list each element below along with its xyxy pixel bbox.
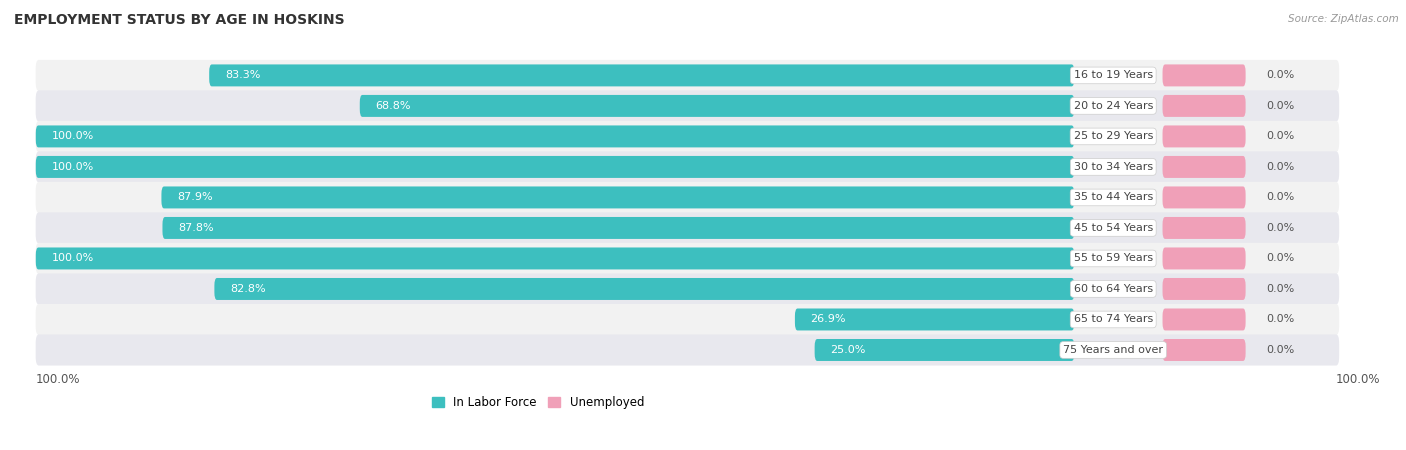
FancyBboxPatch shape <box>360 95 1074 117</box>
FancyBboxPatch shape <box>35 156 1074 178</box>
FancyBboxPatch shape <box>1163 248 1246 270</box>
Text: 55 to 59 Years: 55 to 59 Years <box>1074 253 1153 263</box>
Text: 25 to 29 Years: 25 to 29 Years <box>1074 131 1153 141</box>
Text: EMPLOYMENT STATUS BY AGE IN HOSKINS: EMPLOYMENT STATUS BY AGE IN HOSKINS <box>14 14 344 27</box>
Text: 16 to 19 Years: 16 to 19 Years <box>1074 70 1153 81</box>
FancyBboxPatch shape <box>35 248 1074 270</box>
Text: 100.0%: 100.0% <box>52 162 94 172</box>
FancyBboxPatch shape <box>35 90 1339 122</box>
Text: 0.0%: 0.0% <box>1267 162 1295 172</box>
Text: 0.0%: 0.0% <box>1267 101 1295 111</box>
FancyBboxPatch shape <box>35 60 1339 91</box>
FancyBboxPatch shape <box>35 126 1074 148</box>
Text: 45 to 54 Years: 45 to 54 Years <box>1074 223 1153 233</box>
Text: Source: ZipAtlas.com: Source: ZipAtlas.com <box>1288 14 1399 23</box>
Text: 0.0%: 0.0% <box>1267 315 1295 324</box>
Text: 26.9%: 26.9% <box>810 315 846 324</box>
FancyBboxPatch shape <box>35 334 1339 365</box>
FancyBboxPatch shape <box>209 64 1074 86</box>
FancyBboxPatch shape <box>35 182 1339 213</box>
Text: 0.0%: 0.0% <box>1267 131 1295 141</box>
FancyBboxPatch shape <box>35 304 1339 335</box>
FancyBboxPatch shape <box>162 186 1074 208</box>
Text: 0.0%: 0.0% <box>1267 193 1295 202</box>
FancyBboxPatch shape <box>1163 126 1246 148</box>
FancyBboxPatch shape <box>35 151 1339 183</box>
FancyBboxPatch shape <box>214 278 1074 300</box>
Legend: In Labor Force, Unemployed: In Labor Force, Unemployed <box>427 392 648 414</box>
Text: 25.0%: 25.0% <box>830 345 866 355</box>
Text: 87.9%: 87.9% <box>177 193 212 202</box>
FancyBboxPatch shape <box>35 274 1339 305</box>
Text: 0.0%: 0.0% <box>1267 284 1295 294</box>
FancyBboxPatch shape <box>1163 95 1246 117</box>
Text: 75 Years and over: 75 Years and over <box>1063 345 1163 355</box>
FancyBboxPatch shape <box>1163 156 1246 178</box>
FancyBboxPatch shape <box>35 212 1339 243</box>
Text: 0.0%: 0.0% <box>1267 223 1295 233</box>
FancyBboxPatch shape <box>1163 339 1246 361</box>
Text: 87.8%: 87.8% <box>179 223 214 233</box>
FancyBboxPatch shape <box>794 309 1074 330</box>
FancyBboxPatch shape <box>814 339 1074 361</box>
Text: 20 to 24 Years: 20 to 24 Years <box>1074 101 1153 111</box>
FancyBboxPatch shape <box>1163 217 1246 239</box>
FancyBboxPatch shape <box>35 243 1339 274</box>
Text: 100.0%: 100.0% <box>52 253 94 263</box>
Text: 60 to 64 Years: 60 to 64 Years <box>1074 284 1153 294</box>
FancyBboxPatch shape <box>1163 186 1246 208</box>
FancyBboxPatch shape <box>1163 309 1246 330</box>
Text: 35 to 44 Years: 35 to 44 Years <box>1074 193 1153 202</box>
FancyBboxPatch shape <box>35 121 1339 152</box>
FancyBboxPatch shape <box>1163 278 1246 300</box>
Text: 65 to 74 Years: 65 to 74 Years <box>1074 315 1153 324</box>
Text: 100.0%: 100.0% <box>35 373 80 386</box>
Text: 83.3%: 83.3% <box>225 70 260 81</box>
Text: 100.0%: 100.0% <box>1336 373 1381 386</box>
Text: 0.0%: 0.0% <box>1267 253 1295 263</box>
Text: 0.0%: 0.0% <box>1267 70 1295 81</box>
Text: 30 to 34 Years: 30 to 34 Years <box>1074 162 1153 172</box>
Text: 100.0%: 100.0% <box>52 131 94 141</box>
Text: 82.8%: 82.8% <box>231 284 266 294</box>
Text: 0.0%: 0.0% <box>1267 345 1295 355</box>
FancyBboxPatch shape <box>163 217 1074 239</box>
FancyBboxPatch shape <box>1163 64 1246 86</box>
Text: 68.8%: 68.8% <box>375 101 411 111</box>
